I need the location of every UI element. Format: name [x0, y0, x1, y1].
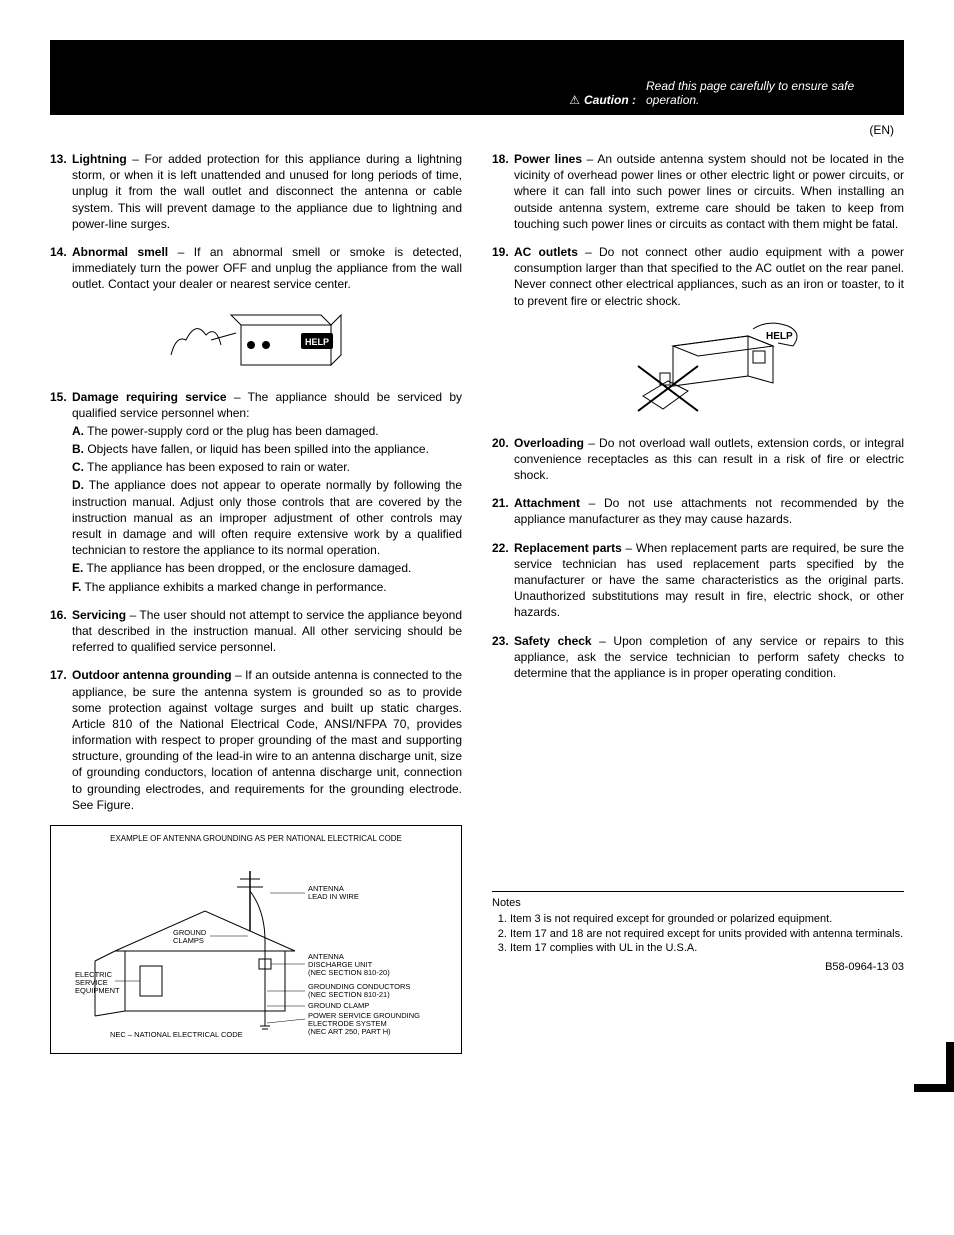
svg-text:GROUND CLAMP: GROUND CLAMP — [308, 1001, 369, 1010]
note-3: Item 17 complies with UL in the U.S.A. — [510, 942, 904, 956]
ac-outlet-illustration: HELP — [492, 321, 904, 421]
language-code: (EN) — [50, 123, 894, 137]
item-15: 15. Damage requiring service – The appli… — [50, 389, 462, 595]
item-23: 23. Safety check – Upon completion of an… — [492, 633, 904, 682]
item-18: 18. Power lines – An outside antenna sys… — [492, 151, 904, 232]
svg-text:LEAD IN WIRE: LEAD IN WIRE — [308, 892, 359, 901]
item-13: 13. Lightning – For added protection for… — [50, 151, 462, 232]
smoke-illustration: HELP — [50, 305, 462, 375]
svg-text:HELP: HELP — [305, 337, 329, 347]
content-columns: 13. Lightning – For added protection for… — [50, 151, 904, 1062]
note-2: Item 17 and 18 are not required except f… — [510, 928, 904, 942]
caution-label: Caution : — [584, 93, 636, 107]
svg-text:EQUIPMENT: EQUIPMENT — [75, 986, 120, 995]
svg-text:(NEC ART 250, PART H): (NEC ART 250, PART H) — [308, 1027, 391, 1036]
caution-bar: ⚠ Caution : Read this page carefully to … — [50, 40, 904, 115]
item-21: 21. Attachment – Do not use attachments … — [492, 495, 904, 527]
svg-text:HELP: HELP — [766, 331, 793, 342]
left-column: 13. Lightning – For added protection for… — [50, 151, 462, 1062]
caution-text: Read this page carefully to ensure safe … — [646, 79, 876, 107]
item-22: 22. Replacement parts – When replacement… — [492, 540, 904, 621]
item-20: 20. Overloading – Do not overload wall o… — [492, 435, 904, 484]
note-1: Item 3 is not required except for ground… — [510, 913, 904, 927]
item-14: 14. Abnormal smell – If an abnormal smel… — [50, 244, 462, 293]
svg-text:(NEC SECTION 810-20): (NEC SECTION 810-20) — [308, 968, 390, 977]
corner-crop-mark — [914, 1042, 954, 1092]
item-19: 19. AC outlets – Do not connect other au… — [492, 244, 904, 309]
item-17: 17. Outdoor antenna grounding – If an ou… — [50, 667, 462, 813]
warning-icon: ⚠ — [569, 93, 580, 107]
grounding-diagram: EXAMPLE OF ANTENNA GROUNDING AS PER NATI… — [50, 825, 462, 1054]
document-id: B58-0964-13 03 — [492, 960, 904, 975]
svg-text:NEC – NATIONAL ELECTRICAL CODE: NEC – NATIONAL ELECTRICAL CODE — [110, 1030, 243, 1039]
svg-text:(NEC SECTION 810-21): (NEC SECTION 810-21) — [308, 990, 390, 999]
item-16: 16. Servicing – The user should not atte… — [50, 607, 462, 656]
right-column: 18. Power lines – An outside antenna sys… — [492, 151, 904, 1062]
svg-text:CLAMPS: CLAMPS — [173, 936, 204, 945]
notes-section: Notes Item 3 is not required except for … — [492, 891, 904, 956]
